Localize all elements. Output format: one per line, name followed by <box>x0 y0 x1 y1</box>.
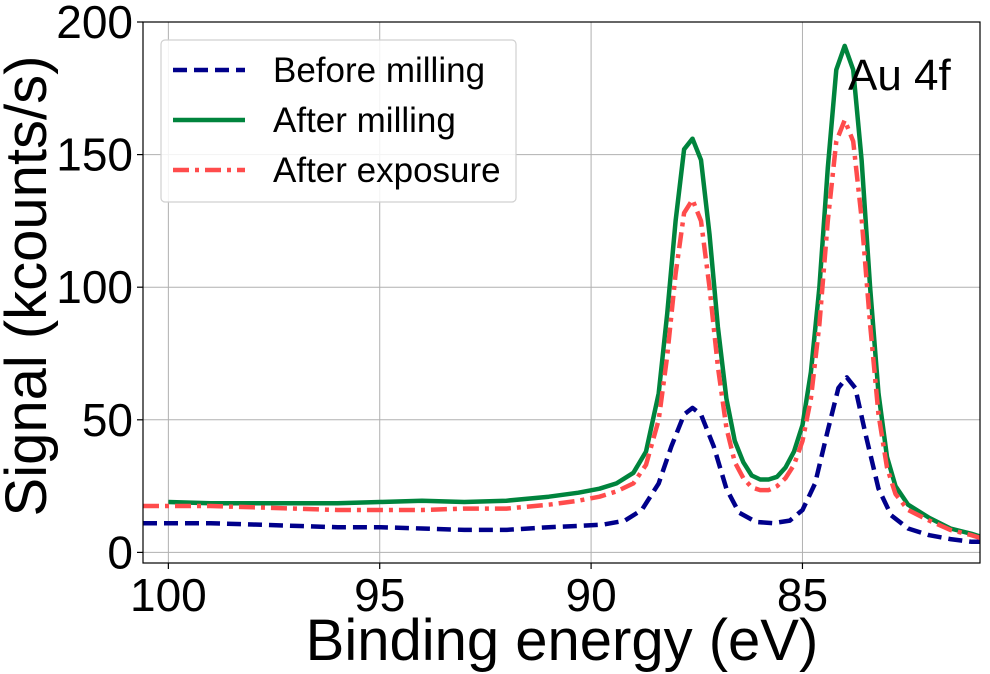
y-tick-label: 0 <box>107 526 133 578</box>
y-tick-label: 200 <box>56 0 133 48</box>
y-axis-label: Signal (kcounts/s) <box>0 56 59 517</box>
legend-label: After milling <box>273 101 456 140</box>
plot-frame <box>142 21 981 564</box>
x-tick-label: 95 <box>354 569 405 621</box>
legend-entry: Before milling <box>173 51 485 90</box>
x-tick-label: 90 <box>566 569 617 621</box>
series-line-before-milling <box>143 375 980 545</box>
x-tick-label: 100 <box>130 569 207 621</box>
legend: Before milling After milling After exposur… <box>160 39 517 203</box>
y-tick-label: 100 <box>56 261 133 313</box>
legend-entry: After milling <box>173 101 456 140</box>
series-line-after-milling <box>168 43 980 539</box>
legend-box <box>160 39 517 203</box>
ticks-layer: 100 95 90 85 0 50 100 150 200 <box>56 0 828 621</box>
y-tick-label: 150 <box>56 129 133 181</box>
series-line-after-exposure <box>143 117 980 540</box>
annotation-label: Au 4f <box>848 51 952 100</box>
series-layer <box>143 43 980 545</box>
y-tick-label: 50 <box>82 394 133 446</box>
legend-entry: After exposure <box>173 151 501 190</box>
legend-label: Before milling <box>273 51 485 90</box>
x-tick-label: 85 <box>777 569 828 621</box>
legend-label: After exposure <box>273 151 501 190</box>
x-axis-label: Binding energy (eV) <box>306 608 819 673</box>
